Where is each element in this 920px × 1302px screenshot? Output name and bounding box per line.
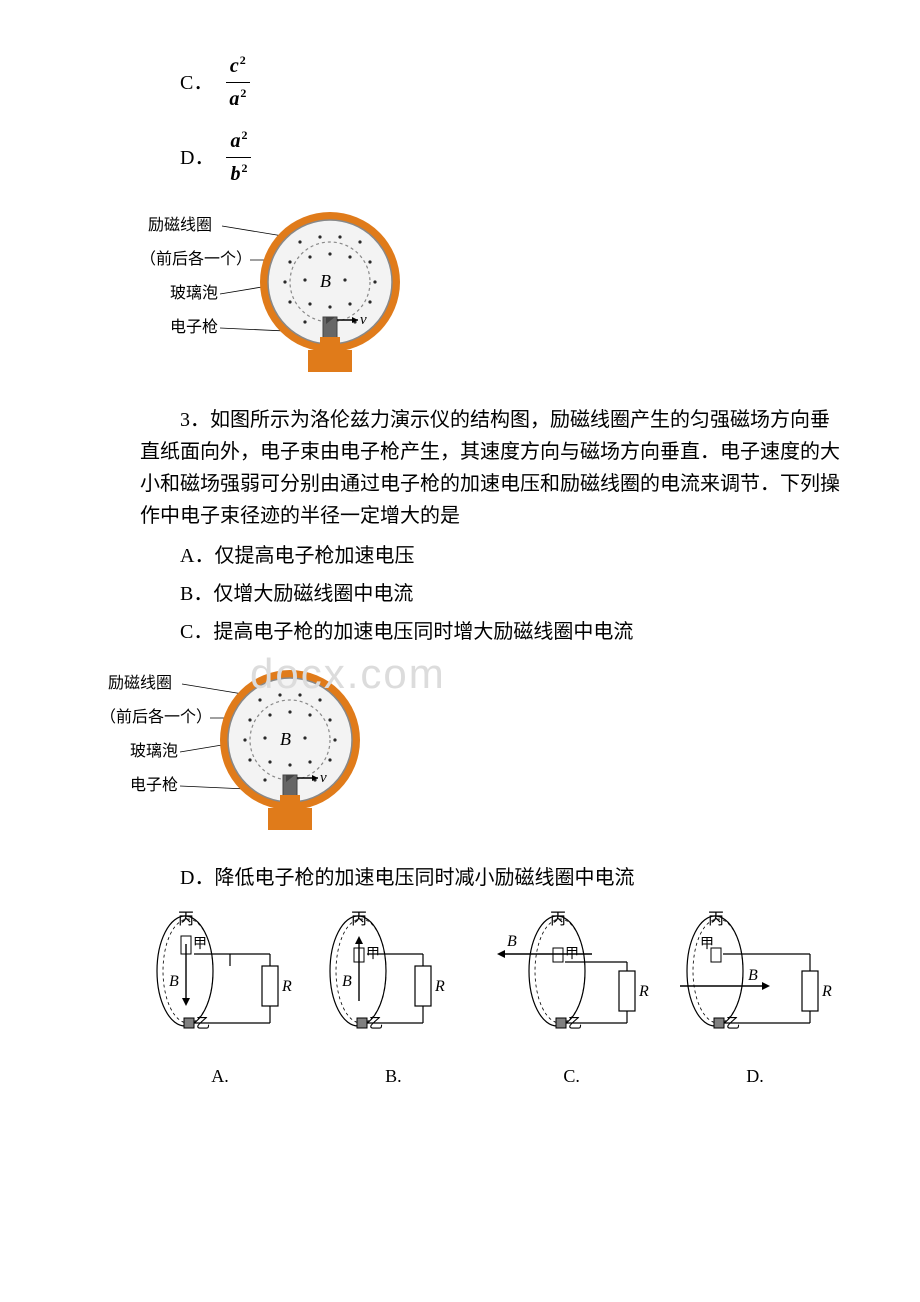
circ-a-cap: A.	[211, 1062, 229, 1091]
circuit-a: 丙 甲 B 乙 R A.	[140, 906, 300, 1091]
fraction-d: a2 b2	[226, 125, 251, 190]
circ-a-dir: 丙	[178, 911, 194, 928]
label-bulb-2: 玻璃泡	[130, 742, 178, 760]
frac-d-num-base: a	[230, 130, 240, 152]
circ-b-dir: 丙	[351, 911, 367, 928]
option-c: C． c2 a2	[180, 50, 840, 115]
label-B: B	[320, 271, 331, 291]
label-coil-2: 励磁线圈	[108, 674, 172, 692]
circ-c-cap: C.	[563, 1062, 580, 1091]
label-v-2: v	[320, 770, 327, 786]
circ-a-jia: 甲	[193, 937, 207, 952]
q3-option-d: D．降低电子枪的加速电压同时减小励磁线圈中电流	[140, 862, 840, 894]
circ-c-yi: 乙	[568, 1016, 582, 1032]
frac-d-num-exp: 2	[241, 128, 247, 142]
label-gun-2: 电子枪	[130, 776, 178, 794]
circ-a-yi: 乙	[196, 1016, 210, 1032]
label-fb-2: （前后各一个）	[100, 708, 212, 726]
circ-b-yi: 乙	[369, 1016, 383, 1032]
circ-d-R: R	[821, 983, 832, 1000]
circ-a-B: B	[169, 973, 179, 990]
circ-d-cap: D.	[746, 1062, 764, 1091]
fraction-c: c2 a2	[225, 50, 250, 115]
circ-a-R: R	[281, 978, 292, 995]
lorentz-diagram-1: 励磁线圈 （前后各一个） 玻璃泡 电子枪 B v	[140, 202, 840, 392]
circuit-row: 丙 甲 B 乙 R A.	[140, 906, 840, 1091]
circ-d-B: B	[748, 967, 758, 984]
option-d: D． a2 b2	[180, 125, 840, 190]
circ-d-yi: 乙	[726, 1016, 740, 1032]
label-v: v	[360, 312, 367, 328]
circuit-d: 丙 甲 B 乙 R D.	[670, 906, 840, 1091]
option-c-label: C．	[180, 67, 213, 99]
label-B-2: B	[280, 729, 291, 749]
frac-c-num-exp: 2	[240, 53, 246, 67]
circ-d-dir: 丙	[708, 911, 724, 928]
lorentz-diagram-2: 励磁线圈 （前后各一个） 玻璃泡 电子枪 B v	[100, 660, 840, 850]
frac-d-den-exp: 2	[241, 161, 247, 175]
circuit-b: 丙 甲 B 乙 R B.	[313, 906, 473, 1091]
label-fb: （前后各一个）	[140, 250, 252, 268]
frac-c-den-base: a	[229, 88, 239, 110]
circ-b-cap: B.	[385, 1062, 402, 1091]
label-bulb: 玻璃泡	[170, 284, 218, 302]
label-gun: 电子枪	[170, 318, 218, 336]
label-coil: 励磁线圈	[148, 216, 212, 234]
q3-option-a: A．仅提高电子枪加速电压	[140, 540, 840, 572]
frac-d-den-base: b	[230, 163, 240, 185]
circ-c-R: R	[638, 983, 649, 1000]
circ-b-B: B	[342, 973, 352, 990]
option-d-label: D．	[180, 142, 214, 174]
circ-b-R: R	[434, 978, 445, 995]
circ-c-dir: 丙	[550, 911, 566, 928]
frac-c-num-base: c	[230, 55, 239, 77]
q3-text: 3．如图所示为洛伦兹力演示仪的结构图，励磁线圈产生的匀强磁场方向垂直纸面向外，电…	[140, 404, 840, 532]
circ-d-jia: 甲	[700, 937, 714, 952]
q3-option-c: C．提高电子枪的加速电压同时增大励磁线圈中电流	[140, 616, 840, 648]
frac-c-den-exp: 2	[240, 86, 246, 100]
q3-option-b: B．仅增大励磁线圈中电流	[140, 578, 840, 610]
circ-c-B: B	[507, 933, 517, 950]
circuit-c: 丙 甲 B 乙 R C.	[487, 906, 657, 1091]
